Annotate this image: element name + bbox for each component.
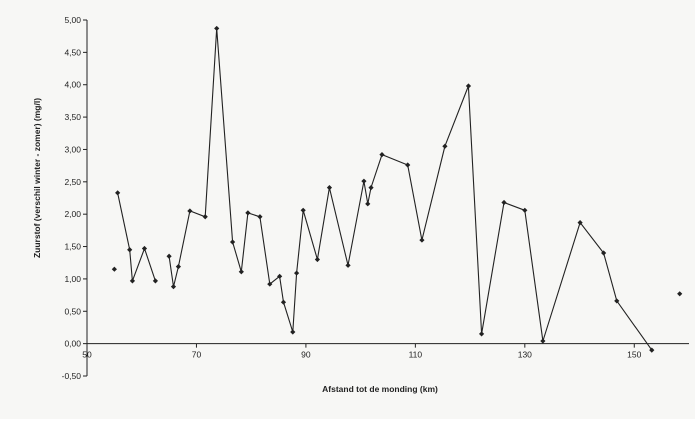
x-tick-label: 70 [192,350,202,360]
data-point [345,262,351,268]
data-point [214,25,220,32]
data-point [229,239,236,245]
x-tick-label: 110 [409,350,423,360]
data-point [129,278,136,284]
data-point [175,264,181,270]
data-point [280,299,287,305]
y-tick-label: 1,50 [64,242,81,252]
y-tick-label: -0,50 [62,371,82,381]
data-point [187,208,193,214]
y-tick-label: 4,50 [64,47,81,57]
x-tick-label: 90 [301,350,311,360]
data-point [442,143,448,149]
data-point [170,284,177,290]
x-tick-label: 130 [518,350,532,360]
data-point [365,201,371,207]
data-point [326,185,333,191]
y-tick-label: 0,50 [64,306,81,316]
y-ticks: -0,50 0,00 0,50 1,00 1,50 2,00 2,50 3,00 3,50 4,0… [62,15,87,381]
y-axis-label: Zuurstof (verschil winter - zomer) (mg/l… [32,98,42,258]
data-point [277,273,283,279]
data-point [294,270,300,276]
x-tick-label: 50 [82,350,92,360]
data-point [127,247,133,253]
data-point [290,329,296,335]
data-point [419,237,425,243]
data-point [111,266,117,272]
data-point [257,214,263,220]
y-tick-label: 0,00 [64,339,81,349]
data-point [166,253,172,259]
y-tick-label: 4,00 [64,80,81,90]
data-point [152,278,159,284]
data-point [465,83,472,89]
data-point [522,207,528,213]
data-point [141,245,148,252]
data-series [111,25,683,353]
y-tick-label: 3,50 [64,112,81,122]
y-tick-label: 2,00 [64,209,81,219]
data-point [501,199,507,206]
data-point [267,281,273,287]
data-point [601,250,607,256]
y-tick-label: 2,50 [64,177,81,187]
data-point [238,269,244,275]
data-point [577,219,583,226]
data-point [379,152,385,158]
data-point [677,291,683,297]
x-tick-label: 150 [627,350,641,360]
y-tick-label: 3,00 [64,144,81,154]
data-point [614,298,620,304]
data-point [300,207,306,213]
data-point [361,178,367,184]
data-point [368,185,374,191]
data-point [115,190,121,196]
y-tick-label: 1,00 [64,274,81,284]
data-point [202,214,208,220]
x-ticks: 50 70 90 110 130 150 [82,343,642,360]
data-point [478,331,485,337]
data-point [405,162,411,168]
data-point [649,347,655,353]
data-point [540,338,546,344]
data-point [314,256,321,263]
y-tick-label: 5,00 [64,15,81,25]
data-point [245,210,251,216]
x-axis-label: Afstand tot de monding (km) [322,384,438,394]
